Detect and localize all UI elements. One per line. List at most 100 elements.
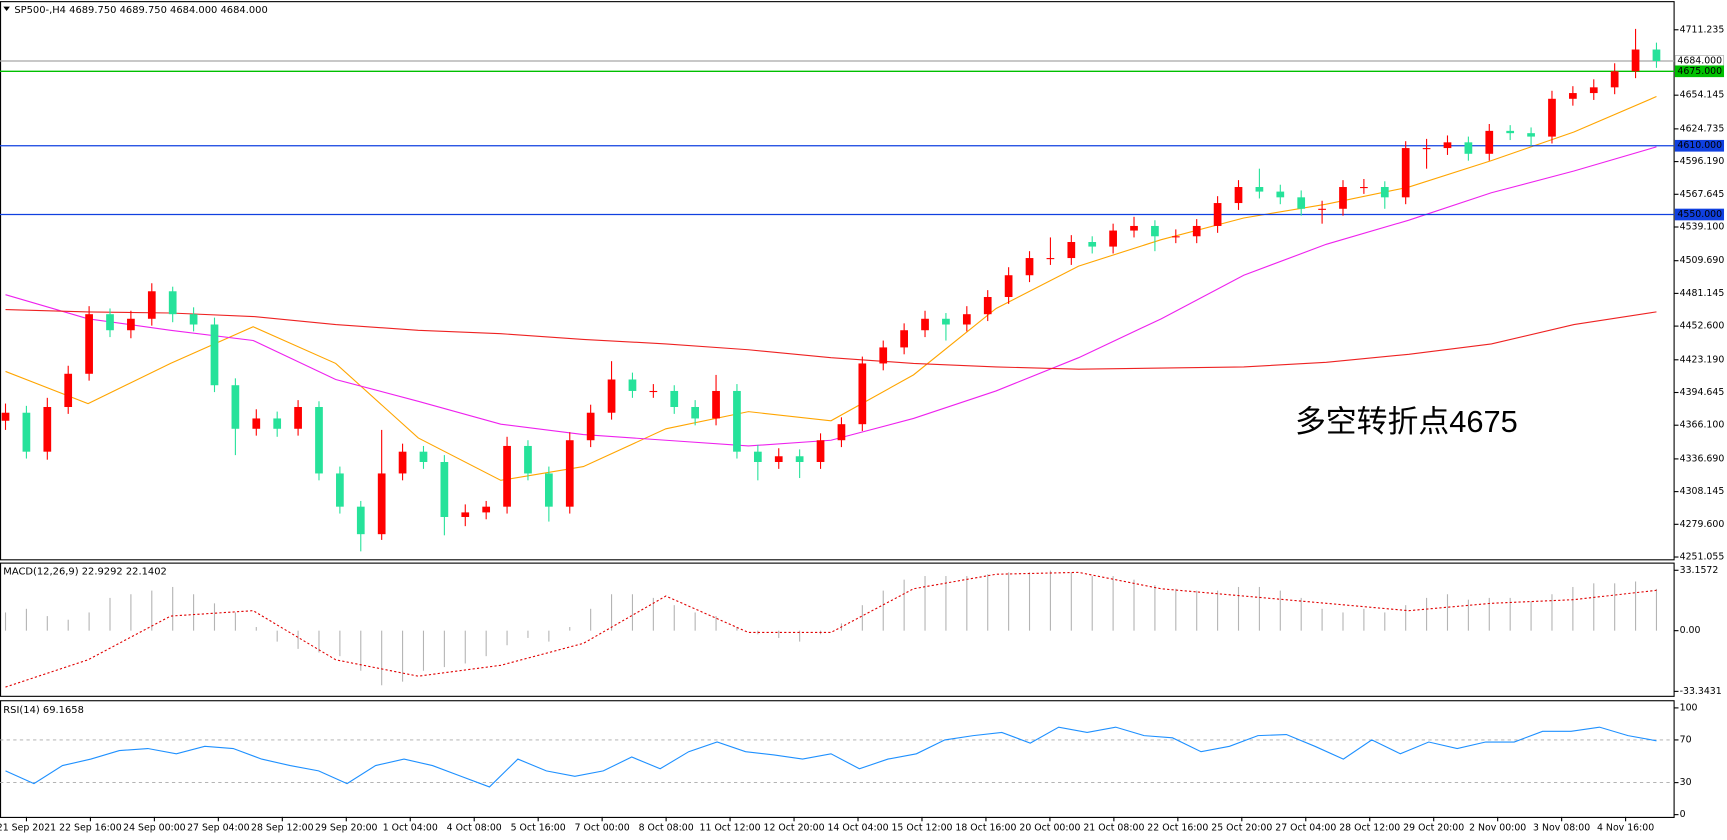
candle-body <box>356 506 365 535</box>
x-tick-label: 24 Sep 00:00 <box>123 822 186 833</box>
y-tick-label: 4423.190 <box>1680 354 1725 365</box>
candle-body <box>733 390 741 452</box>
candle-body <box>1171 236 1180 238</box>
candle-body <box>1046 258 1055 260</box>
symbol-title: SP500-,H4 4689.750 4689.750 4684.000 468… <box>14 5 267 16</box>
candle-body <box>440 461 449 517</box>
candle-body <box>565 440 574 507</box>
candle-body <box>1213 203 1222 226</box>
candle-body <box>1067 242 1076 259</box>
level-label-box <box>1674 65 1725 78</box>
candle-body <box>147 291 156 319</box>
candle-body <box>1610 71 1619 88</box>
candle-body <box>85 314 93 374</box>
x-tick-label: 7 Oct 00:00 <box>575 822 630 833</box>
candle-body <box>127 318 135 331</box>
candle-body <box>1234 187 1243 204</box>
level-label-box <box>1674 139 1725 152</box>
x-tick-label: 4 Oct 08:00 <box>447 822 502 833</box>
candle-body <box>1318 208 1326 210</box>
x-tick-label: 22 Oct 16:00 <box>1147 822 1208 833</box>
candle-body <box>962 314 971 325</box>
candle-body <box>1401 148 1410 198</box>
candle-body <box>586 412 595 441</box>
candle-body <box>1589 87 1598 94</box>
x-tick-label: 11 Oct 12:00 <box>700 822 761 833</box>
main-panel-frame <box>0 1 1675 561</box>
y-tick-label: 4452.600 <box>1680 321 1725 332</box>
candle-body <box>837 424 846 441</box>
x-tick-label: 2 Nov 00:00 <box>1469 822 1526 833</box>
x-tick-label: 3 Nov 08:00 <box>1533 822 1590 833</box>
moving-average <box>5 146 1657 447</box>
candle-body <box>1297 197 1306 209</box>
candle-body <box>210 324 219 386</box>
x-tick-label: 21 Oct 08:00 <box>1083 822 1144 833</box>
candle-body <box>753 451 762 462</box>
candle-body <box>273 418 282 429</box>
candle-body <box>1088 242 1097 247</box>
x-tick-label: 8 Oct 08:00 <box>639 822 694 833</box>
x-tick-label: 27 Oct 04:00 <box>1275 822 1336 833</box>
annotation: 多空转折点4675 <box>1295 404 1518 439</box>
candle-body <box>294 406 302 429</box>
candle-body <box>858 363 867 425</box>
y-tick-label: 4509.690 <box>1680 255 1725 266</box>
rsi-panel-frame <box>0 700 1675 818</box>
y-tick-label: 4654.145 <box>1680 90 1725 101</box>
candle-body <box>461 512 470 517</box>
candle-body <box>1339 187 1347 209</box>
y-tick-label: 4481.145 <box>1680 288 1725 299</box>
y-tick-label: 4394.645 <box>1680 387 1725 398</box>
y-tick-label: 30 <box>1680 777 1692 788</box>
x-tick-label: 15 Oct 12:00 <box>891 822 952 833</box>
candle-body <box>628 379 637 391</box>
y-tick-label: 4308.145 <box>1680 486 1725 497</box>
y-tick-label: 4624.735 <box>1680 123 1725 134</box>
x-tick-label: 29 Sep 20:00 <box>315 822 378 833</box>
candle-body <box>1548 98 1556 137</box>
candle-body <box>670 390 679 407</box>
x-tick-label: 21 Sep 2021 <box>0 822 56 833</box>
candle-body <box>1443 142 1452 149</box>
rsi-title: RSI(14) 69.1658 <box>3 705 84 716</box>
rsi-line <box>5 726 1657 788</box>
level-label: 4684.000 <box>1677 55 1722 66</box>
candle-body <box>252 418 261 429</box>
y-tick-label: 4539.100 <box>1680 222 1725 233</box>
y-tick-label: 4567.645 <box>1680 189 1725 200</box>
candle-body <box>1652 49 1661 61</box>
x-tick-label: 18 Oct 16:00 <box>955 822 1016 833</box>
y-tick-label: 4366.100 <box>1680 420 1725 431</box>
candle-body <box>1527 133 1535 137</box>
y-tick-label: -33.3431 <box>1680 686 1722 697</box>
y-tick-label: 0 <box>1680 809 1686 820</box>
macd-panel-frame <box>0 562 1675 697</box>
candle-body <box>607 379 616 413</box>
y-tick-label: 4279.600 <box>1680 519 1725 530</box>
candle-body <box>1109 230 1117 247</box>
x-tick-label: 4 Nov 16:00 <box>1597 822 1654 833</box>
y-tick-label: 4251.055 <box>1680 552 1725 563</box>
y-tick-label: 100 <box>1680 702 1698 713</box>
candle-body <box>1485 130 1494 154</box>
y-tick-label: 4596.190 <box>1680 156 1725 167</box>
moving-average <box>5 309 1657 370</box>
y-tick-label: 70 <box>1680 734 1692 745</box>
candle-body <box>377 473 386 535</box>
x-tick-label: 25 Oct 20:00 <box>1211 822 1272 833</box>
candle-body <box>1464 142 1473 154</box>
candle-body <box>482 506 491 513</box>
candle-body <box>231 385 240 429</box>
candle-body <box>64 373 73 407</box>
candle-body <box>1151 225 1159 237</box>
candle-body <box>900 330 908 348</box>
candle-body <box>712 390 720 419</box>
candle-body <box>942 318 950 325</box>
candle-body <box>795 456 804 462</box>
x-tick-label: 5 Oct 16:00 <box>511 822 566 833</box>
macd-title: MACD(12,26,9) 22.9292 22.1402 <box>3 566 167 577</box>
x-tick-label: 14 Oct 04:00 <box>827 822 888 833</box>
y-tick-label: 33.1572 <box>1680 565 1719 576</box>
level-label: 4550.000 <box>1677 209 1722 220</box>
